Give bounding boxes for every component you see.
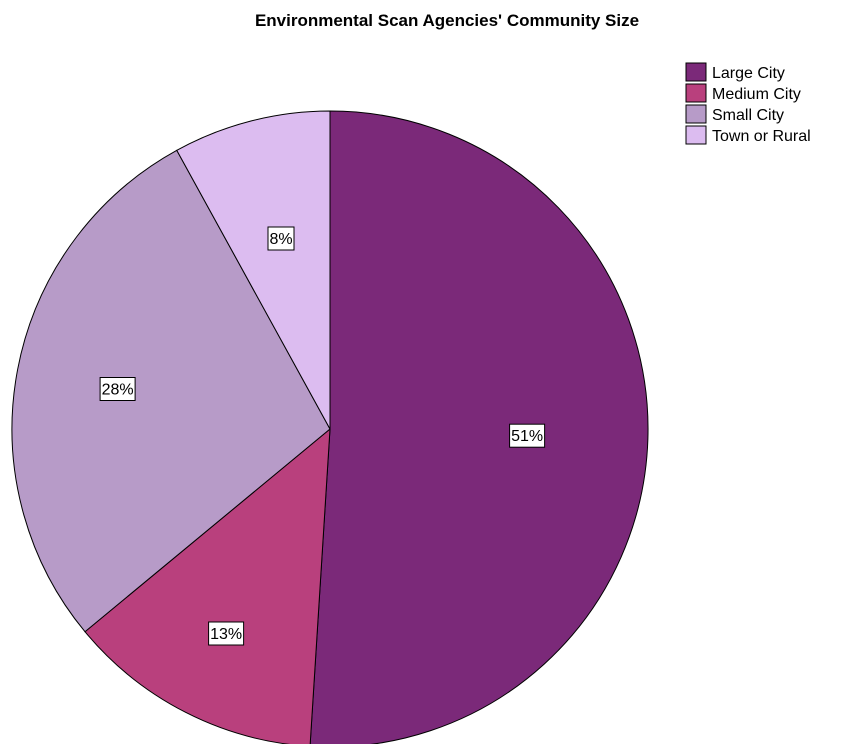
- legend-label: Town or Rural: [712, 128, 811, 145]
- data-label-text: 28%: [102, 382, 134, 399]
- data-label-small-city: 28%: [99, 377, 136, 401]
- pie-data-labels: 51% 13% 28% 8%: [99, 226, 546, 646]
- legend-item-town-or-rural: Town or Rural: [685, 125, 811, 145]
- data-label-large-city: 51%: [509, 423, 546, 448]
- legend: Large City Medium City Small City Town or R…: [685, 62, 811, 145]
- pie-slice-town-or-rural: [176, 110, 331, 430]
- legend-label: Small City: [712, 107, 784, 124]
- data-label-box: [509, 423, 546, 448]
- chart-title: Environmental Scan Agencies' Community S…: [255, 11, 639, 30]
- legend-item-medium-city: Medium City: [685, 83, 801, 103]
- data-label-town-or-rural: 8%: [267, 226, 295, 251]
- legend-item-large-city: Large City: [685, 62, 785, 82]
- legend-swatch: [685, 62, 707, 82]
- data-label-text: 8%: [269, 231, 292, 248]
- data-label-medium-city: 13%: [208, 621, 245, 646]
- data-label-box: [208, 621, 245, 646]
- pie-slice-large-city: [309, 110, 649, 744]
- pie-slice-small-city: [11, 149, 331, 633]
- legend-swatch: [685, 125, 707, 145]
- data-label-text: 51%: [511, 428, 543, 445]
- legend-item-small-city: Small City: [685, 104, 784, 124]
- legend-label: Large City: [712, 65, 785, 82]
- legend-swatch: [685, 83, 707, 103]
- legend-label: Medium City: [712, 86, 801, 103]
- legend-swatch: [685, 104, 707, 124]
- data-label-text: 13%: [210, 626, 242, 643]
- data-label-box: [267, 226, 295, 251]
- data-label-box: [99, 377, 136, 401]
- pie-slices: [11, 110, 649, 744]
